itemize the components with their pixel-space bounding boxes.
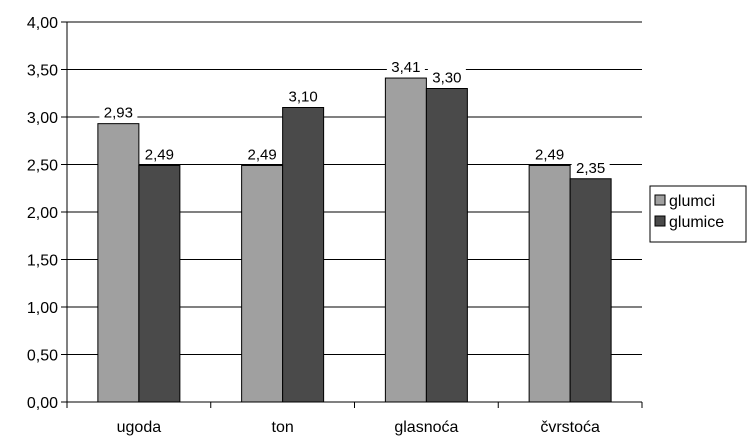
data-label: 2,49 <box>145 146 174 163</box>
data-label-bg <box>243 144 282 163</box>
y-tick-label: 3,50 <box>27 63 58 80</box>
data-label: 2,93 <box>104 105 133 122</box>
y-axis-ticks: 0,00 0,50 1,00 1,50 2,00 2,50 3,00 3,50 4,00 <box>27 15 67 412</box>
data-label: 3,10 <box>289 89 318 106</box>
bars <box>97 77 612 403</box>
bar-glumci-1 <box>241 164 284 403</box>
data-label-bg <box>284 86 323 105</box>
bar-glumci-3 <box>528 164 571 403</box>
bar-glumice-3 <box>569 178 612 403</box>
legend-label-glumice: glumice <box>669 214 724 231</box>
legend-swatch-glumci <box>654 194 666 206</box>
x-tick-label: ugoda <box>117 419 162 436</box>
bar-glumice-0 <box>138 164 181 403</box>
y-tick-label: 0,50 <box>27 348 58 365</box>
data-label-bg <box>427 67 466 86</box>
bar-glumice-1 <box>282 107 325 403</box>
x-tick-label: ton <box>272 419 294 436</box>
data-label-bg <box>386 57 425 76</box>
data-label-bg <box>571 157 610 176</box>
data-label: 2,35 <box>576 160 605 177</box>
y-tick-label: 0,00 <box>27 395 58 412</box>
bar-glumice-2 <box>425 88 468 403</box>
y-tick-label: 2,50 <box>27 158 58 175</box>
data-label-bg <box>99 102 138 121</box>
legend-swatch-glumice <box>654 215 666 227</box>
data-label: 3,41 <box>391 59 420 76</box>
data-label: 2,49 <box>248 146 277 163</box>
data-label-bg <box>140 144 179 163</box>
data-label: 2,49 <box>535 146 564 163</box>
legend-label-glumci: glumci <box>669 193 715 210</box>
x-tick-label: čvrstoća <box>540 419 600 436</box>
y-tick-label: 3,00 <box>27 110 58 127</box>
y-tick-label: 1,00 <box>27 300 58 317</box>
x-axis-ticks: ugoda ton glasnoća čvrstoća <box>66 402 643 436</box>
data-label: 3,30 <box>432 70 461 87</box>
y-tick-label: 2,00 <box>27 205 58 222</box>
x-tick-label: glasnoća <box>394 419 458 436</box>
data-label-bg <box>530 144 569 163</box>
bar-glumci-0 <box>97 123 140 403</box>
y-tick-label: 1,50 <box>27 253 58 270</box>
y-tick-label: 4,00 <box>27 15 58 32</box>
data-labels: 2,93 2,49 2,49 3,10 3,41 3,30 2,49 2,35 <box>99 57 610 177</box>
bar-glumci-2 <box>384 77 427 403</box>
legend-box <box>649 185 747 243</box>
legend: glumci glumice <box>649 185 747 243</box>
